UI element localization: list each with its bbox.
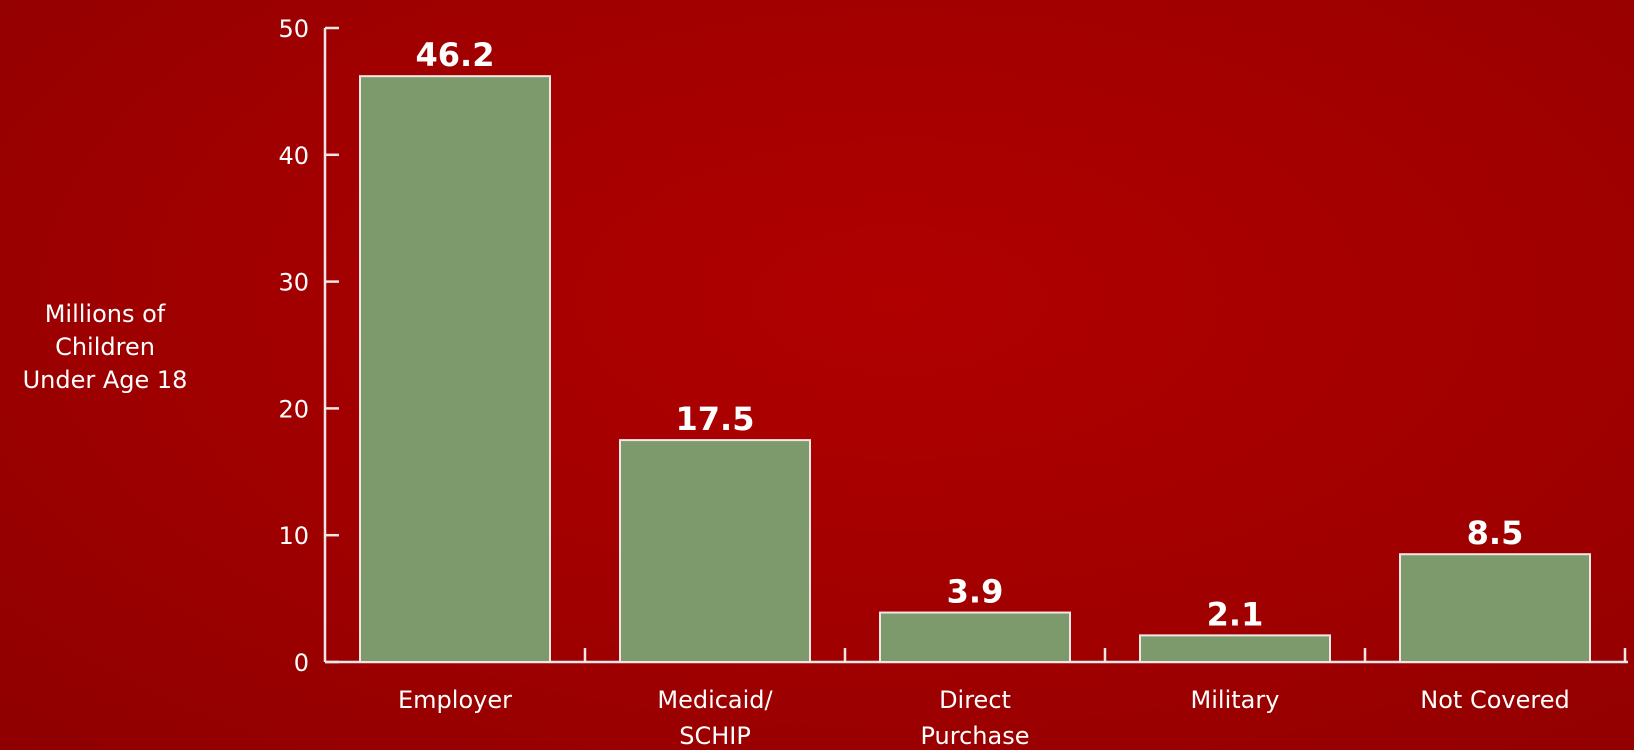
bar-1 <box>619 439 811 663</box>
y-tick-label: 40 <box>278 142 309 170</box>
category-label-4: Not Covered <box>1420 686 1569 714</box>
value-label-1: 17.5 <box>676 400 755 438</box>
value-label-0: 46.2 <box>416 36 495 74</box>
y-tick-label: 30 <box>278 269 309 297</box>
y-tick-label: 50 <box>278 15 309 43</box>
category-label-3: Military <box>1191 686 1280 714</box>
bar-4 <box>1399 553 1591 663</box>
value-label-3: 2.1 <box>1207 595 1264 633</box>
y-tick-label: 20 <box>278 395 309 423</box>
bar-0 <box>359 75 551 663</box>
bar-3 <box>1139 634 1331 664</box>
y-tick-label: 10 <box>278 522 309 550</box>
y-axis-label: Millions of Children Under Age 18 <box>22 300 188 394</box>
value-label-2: 3.9 <box>947 573 1004 611</box>
value-label-4: 8.5 <box>1467 514 1524 552</box>
bar-2 <box>879 611 1071 663</box>
chart-bars <box>359 75 1591 664</box>
y-tick-label: 0 <box>294 649 309 677</box>
category-label-1: Medicaid/SCHIP <box>657 686 773 750</box>
category-label-2: Direct Purchase <box>921 686 1030 750</box>
category-label-0: Employer <box>398 686 512 714</box>
chart-labels: 46.2 Employer 17.5 Medicaid/SCHIP 3.9 Direct P… <box>398 36 1570 750</box>
